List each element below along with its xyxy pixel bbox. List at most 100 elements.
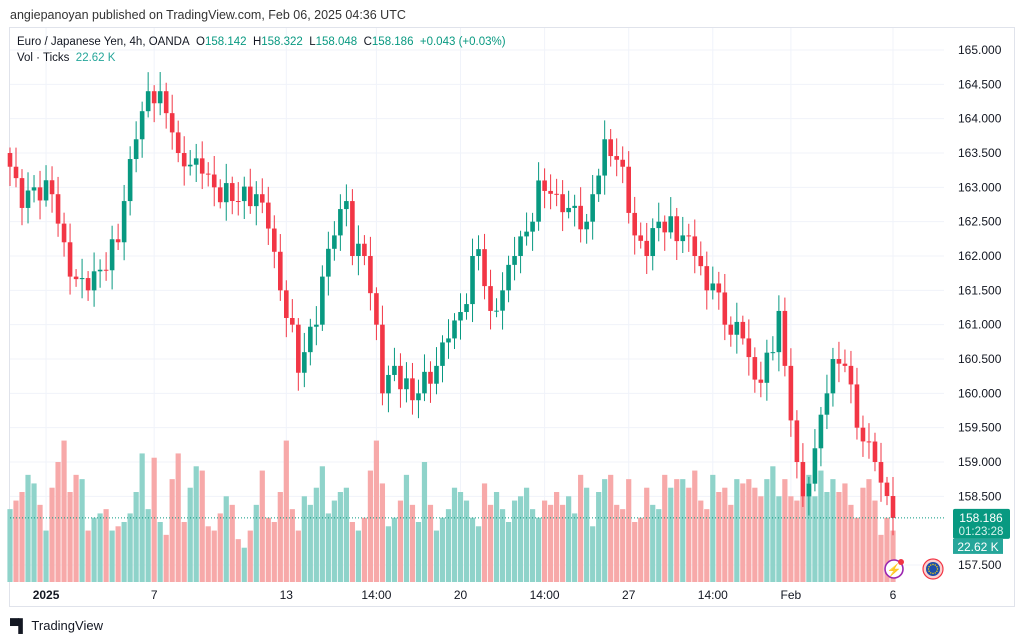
volume-bar (806, 474, 812, 582)
volume-bar (554, 492, 560, 582)
candle-body (518, 236, 523, 257)
volume-bar (151, 457, 157, 582)
volume-bar (217, 513, 223, 582)
symbol-title[interactable]: Euro / Japanese Yen, 4h, OANDA (17, 36, 190, 48)
volume-bar (481, 483, 488, 582)
candle-body (7, 153, 13, 167)
volume-bar (818, 470, 824, 582)
volume-bar (872, 500, 878, 582)
eu-star-icon (927, 568, 930, 570)
volume-bar (590, 526, 596, 582)
volume-bar (49, 487, 55, 582)
volume-bar (650, 504, 656, 582)
candle-body (55, 194, 61, 224)
high-value: 158.322 (261, 36, 303, 48)
candle-body (332, 235, 337, 249)
volume-bar (97, 513, 103, 582)
y-tick-label: 157.500 (958, 558, 1002, 572)
volume-bar (361, 517, 368, 582)
candle-body (548, 190, 553, 194)
volume-bar (199, 470, 205, 582)
change-value: +0.043 (+0.03%) (419, 36, 506, 48)
open-label: O (196, 36, 205, 48)
candle-body (614, 156, 619, 160)
volume-bar (133, 492, 139, 582)
open-value: 158.142 (204, 36, 247, 48)
candle-body (764, 352, 770, 383)
close-value: 158.186 (371, 36, 414, 48)
candle-body (440, 342, 445, 366)
volume-bar (103, 509, 109, 582)
eu-star-icon (928, 570, 930, 572)
volume-bar (205, 526, 211, 582)
volume-bar (734, 479, 740, 582)
y-tick-label: 159.500 (958, 421, 1002, 435)
volume-bar (674, 479, 680, 582)
volume-bar (403, 474, 410, 582)
candle-body (710, 283, 716, 291)
volume-bar (43, 530, 49, 582)
candle-body (602, 139, 607, 176)
volume-bar (686, 487, 692, 582)
volume-bar (716, 492, 722, 582)
volume-bar (61, 440, 67, 582)
volume-bar (391, 517, 398, 582)
candle-body (151, 91, 157, 104)
candle-body (145, 91, 151, 112)
volume-bar (313, 487, 319, 582)
candle-body (836, 359, 842, 364)
volume-bar (13, 500, 19, 582)
volume-bar (608, 474, 614, 582)
volume-bar (722, 487, 728, 582)
candle-body (271, 228, 277, 252)
volume-bar (782, 479, 788, 582)
volume-bar (548, 504, 554, 582)
candle-body (470, 256, 475, 305)
candle-body (806, 483, 812, 497)
volume-bar (656, 509, 662, 582)
volume-bar (848, 504, 854, 582)
candle-body (247, 186, 253, 207)
candle-body (500, 290, 505, 311)
candle-body (278, 251, 283, 291)
footer-brand[interactable]: ▀▌ TradingView (10, 618, 103, 633)
candle-body (338, 209, 343, 236)
y-tick-label: 161.500 (958, 283, 1002, 297)
candle-body (85, 278, 91, 291)
candle-body (133, 139, 139, 160)
eu-star-icon (936, 566, 938, 568)
volume-bar (163, 534, 169, 582)
volume-bar (860, 487, 866, 582)
candle-body (542, 180, 547, 191)
volume-bar (265, 517, 271, 582)
lightning-event-icon (884, 559, 904, 579)
candle-body (644, 240, 650, 257)
volume-bar (632, 522, 638, 582)
candle-body (824, 393, 830, 415)
volume-bar (445, 509, 452, 582)
candle-body (362, 243, 367, 257)
volume-bar (560, 504, 566, 582)
candle-body (452, 320, 457, 339)
x-tick-label: 7 (151, 588, 158, 602)
y-tick-label: 160.000 (958, 386, 1002, 400)
candle-body (410, 378, 415, 401)
eu-star-icon (930, 572, 932, 574)
candle-body (524, 231, 529, 237)
volume-bar (752, 487, 758, 582)
volume-bar (890, 530, 896, 582)
candle-body (217, 187, 223, 203)
candle-body (350, 201, 355, 257)
candle-body (770, 352, 776, 354)
volume-label[interactable]: Vol · Ticks (17, 52, 70, 64)
candle-body (686, 235, 692, 237)
candle-body (49, 180, 55, 195)
candle-body (428, 371, 433, 384)
candle-body (386, 374, 391, 394)
candle-body (650, 228, 656, 257)
candle-body (722, 292, 728, 325)
volume-row: Vol · Ticks 22.62 K (17, 50, 506, 66)
candle-body (13, 166, 19, 179)
candle-body (782, 310, 788, 366)
